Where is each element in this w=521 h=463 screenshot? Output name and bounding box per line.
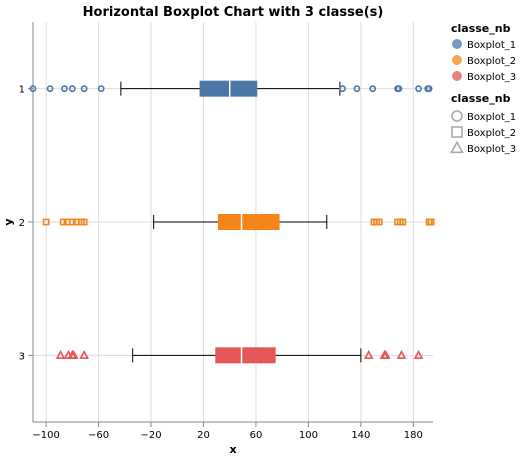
legend-color-swatch bbox=[452, 39, 462, 49]
x-tick-label: 140 bbox=[351, 430, 370, 441]
legend-color-swatch bbox=[452, 71, 462, 81]
boxplot-boxplot-2 bbox=[42, 214, 435, 230]
outlier-point bbox=[353, 85, 361, 93]
x-axis-title: x bbox=[229, 443, 236, 456]
outlier-point bbox=[61, 85, 68, 93]
outlier-point bbox=[425, 85, 433, 93]
outlier-point bbox=[68, 85, 76, 93]
outlier-point bbox=[399, 218, 407, 226]
outlier-point bbox=[46, 85, 54, 93]
legend-shape-title: classe_nb bbox=[451, 92, 511, 105]
outlier-point bbox=[375, 218, 383, 226]
legend-color-label: Boxplot_1 bbox=[467, 40, 516, 51]
box-iqr bbox=[199, 80, 258, 97]
outlier-point bbox=[369, 85, 377, 93]
legend-color-title: classe_nb bbox=[451, 22, 511, 35]
outlier-point bbox=[415, 85, 422, 93]
outlier-point bbox=[363, 350, 374, 359]
outlier-point bbox=[80, 218, 88, 226]
box-iqr bbox=[215, 347, 276, 364]
legend-shape-swatch bbox=[450, 140, 464, 154]
y-tick-label: 3 bbox=[19, 351, 25, 362]
y-axis-title: y bbox=[2, 218, 15, 225]
x-tick-label: −60 bbox=[88, 430, 109, 441]
legend-color-swatch bbox=[452, 55, 462, 65]
y-tick-label: 1 bbox=[19, 85, 25, 96]
chart-title: Horizontal Boxplot Chart with 3 classe(s… bbox=[83, 5, 384, 20]
x-tick-label: 20 bbox=[197, 430, 210, 441]
boxplot-boxplot-3 bbox=[55, 347, 424, 364]
outlier-point bbox=[427, 218, 435, 226]
legend: classe_nbBoxplot_1Boxplot_2Boxplot_3clas… bbox=[450, 22, 516, 155]
outlier-point bbox=[380, 350, 391, 359]
outlier-point bbox=[80, 85, 88, 93]
x-tick-label: 100 bbox=[299, 430, 318, 441]
outlier-point bbox=[68, 350, 79, 359]
outlier-point bbox=[339, 85, 346, 93]
x-tick-label: −20 bbox=[140, 430, 161, 441]
plot-area: −100 −60 −20 20 60 100 140 180 1 2 3 bbox=[19, 22, 435, 441]
outlier-point bbox=[79, 350, 90, 359]
legend-shape-label: Boxplot_1 bbox=[467, 112, 516, 123]
y-tick-label: 2 bbox=[19, 218, 25, 229]
x-tick-label: 180 bbox=[404, 430, 423, 441]
outlier-point bbox=[29, 85, 37, 93]
outlier-point bbox=[97, 85, 105, 93]
outlier-point bbox=[59, 218, 67, 226]
legend-color-label: Boxplot_2 bbox=[467, 56, 516, 67]
legend-color-label: Boxplot_3 bbox=[467, 72, 516, 83]
box-iqr bbox=[217, 214, 280, 230]
x-tick-label: 60 bbox=[250, 430, 263, 441]
legend-shape-label: Boxplot_2 bbox=[467, 128, 516, 139]
legend-shape-swatch bbox=[451, 126, 463, 138]
outlier-point bbox=[68, 218, 76, 226]
outlier-point bbox=[395, 85, 403, 93]
outlier-point bbox=[42, 218, 50, 226]
legend-shape-swatch bbox=[451, 110, 463, 122]
boxplot-boxplot-1 bbox=[29, 80, 433, 97]
outlier-point bbox=[413, 350, 424, 359]
outlier-point bbox=[55, 350, 66, 359]
outlier-point bbox=[396, 350, 407, 359]
x-tick-label: −100 bbox=[32, 430, 59, 441]
legend-shape-label: Boxplot_3 bbox=[467, 144, 516, 155]
